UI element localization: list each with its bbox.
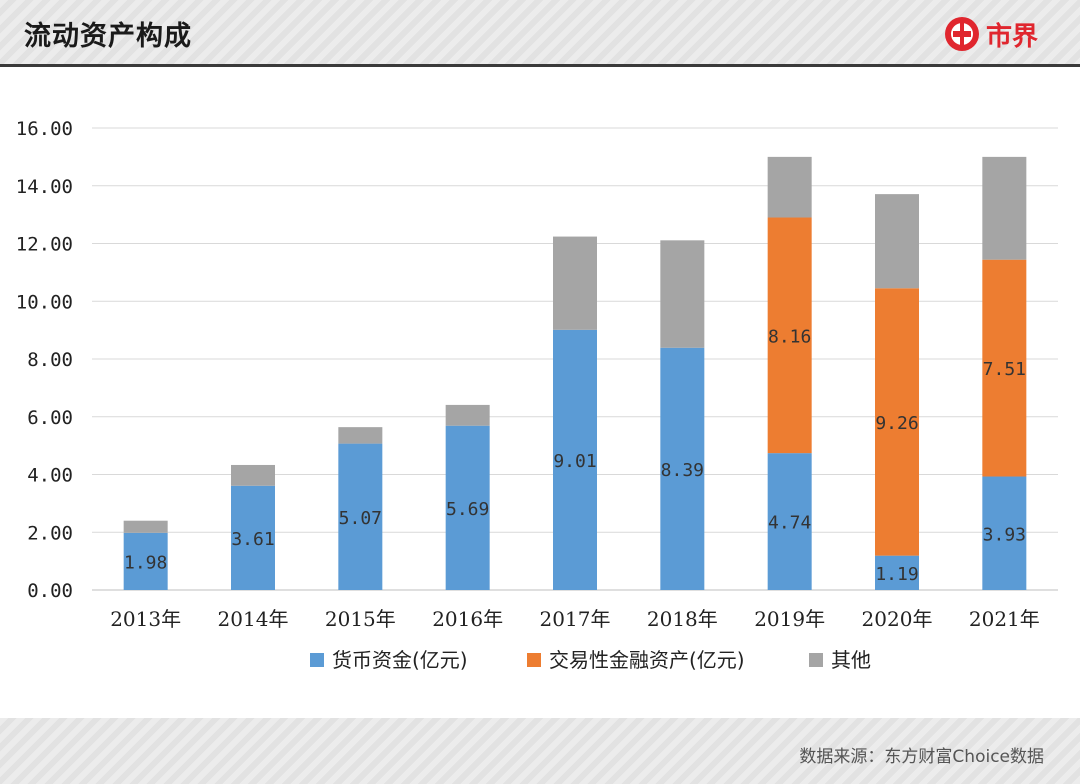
bar-segment-other	[982, 156, 1027, 260]
bar-segment-cash	[338, 443, 383, 590]
y-tick-label: 6.00	[27, 407, 73, 429]
bar-segment-cash	[660, 347, 705, 590]
x-tick-label: 2018年	[647, 607, 718, 631]
legend-cash-swatch	[310, 653, 324, 667]
bar-segment-cash	[123, 532, 168, 590]
bar-segment-cash	[231, 485, 275, 590]
header-divider	[0, 64, 1080, 67]
data-label: 3.61	[231, 529, 274, 550]
brand-logo: 市界	[944, 14, 1038, 54]
x-tick-label: 2017年	[540, 607, 611, 631]
y-tick-label: 4.00	[27, 465, 73, 487]
x-tick-label: 2014年	[218, 607, 289, 631]
x-tick-label: 2016年	[432, 607, 503, 631]
legend-trading-swatch	[527, 653, 541, 667]
bar-segment-cash	[767, 453, 812, 590]
legend-other-swatch	[809, 653, 823, 667]
bar-segment-other	[338, 427, 383, 444]
bar-segment-other	[123, 520, 168, 533]
data-label: 4.74	[768, 513, 811, 534]
data-label: 3.93	[983, 524, 1026, 545]
x-tick-label: 2019年	[754, 607, 825, 631]
legend-cash-label: 货币资金(亿元)	[332, 648, 468, 672]
y-tick-label: 0.00	[27, 580, 73, 602]
y-tick-label: 14.00	[16, 176, 73, 198]
x-tick-label: 2021年	[969, 607, 1040, 631]
footer-band	[0, 718, 1080, 784]
data-label: 5.69	[446, 499, 489, 520]
data-label: 5.07	[339, 508, 382, 529]
bar-segment-other	[875, 194, 919, 289]
data-label: 7.51	[983, 359, 1026, 380]
y-tick-label: 8.00	[27, 349, 73, 371]
data-label: 1.98	[124, 552, 167, 573]
data-label: 9.26	[875, 413, 918, 434]
bar-segment-cash	[445, 425, 490, 590]
y-tick-label: 12.00	[16, 234, 73, 256]
y-tick-label: 16.00	[16, 118, 73, 140]
x-tick-label: 2013年	[110, 607, 181, 631]
x-tick-label: 2020年	[862, 607, 933, 631]
bar-segment-trading	[982, 259, 1027, 477]
brand-logo-text: 市界	[986, 21, 1039, 52]
stacked-bar-chart: 0.00 2.00 4.00 6.00 8.00 10.00 12.00 14.00 16.00…	[16, 118, 1058, 672]
brand-logo-icon	[945, 17, 979, 51]
bar-segment-trading	[767, 217, 812, 454]
legend-other-label: 其他	[831, 648, 871, 672]
bar-segment-other	[445, 404, 490, 426]
bar-segment-trading	[875, 288, 919, 556]
data-source-note: 数据来源：东方财富Choice数据	[799, 747, 1044, 767]
x-tick-label: 2015年	[325, 607, 396, 631]
page-title: 流动资产构成	[24, 21, 192, 52]
data-label: 8.39	[661, 460, 704, 481]
bar-segment-other	[660, 240, 705, 348]
bar-segment-cash	[982, 476, 1027, 590]
data-label: 1.19	[875, 564, 918, 585]
header-band	[0, 0, 1080, 66]
y-tick-label: 2.00	[27, 522, 73, 544]
legend-trading-label: 交易性金融资产(亿元)	[549, 648, 745, 672]
bar-segment-other	[767, 156, 812, 218]
bar-segment-cash	[553, 329, 597, 590]
data-label: 9.01	[553, 451, 596, 472]
bar-segment-cash	[875, 555, 919, 590]
bar-segment-other	[553, 236, 597, 330]
data-label: 8.16	[768, 326, 811, 347]
bar-segment-other	[231, 464, 275, 486]
y-tick-label: 10.00	[16, 291, 73, 313]
